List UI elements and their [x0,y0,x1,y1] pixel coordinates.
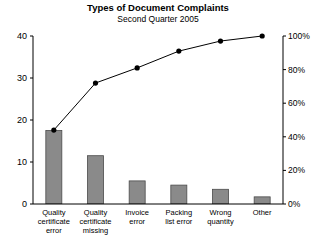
y-tick-label: 0 [22,199,27,209]
y-tick-label: 40 [17,31,27,41]
label-line: Other [253,208,272,217]
y-tick [30,120,33,121]
label-line: certificate [79,217,111,226]
label-line: Invoice [125,208,149,217]
bar [88,156,104,204]
bar [254,197,270,204]
y2-tick [283,69,286,70]
y2-tick-label: 0% [288,199,301,209]
label-line: certificate [38,217,70,226]
y2-tick [283,170,286,171]
marker [176,49,181,54]
y2-tick [283,136,286,137]
y2-tick [283,204,286,205]
y2-tick [283,103,286,104]
y2-tick-label: 20% [288,165,305,175]
y2-axis [283,36,284,204]
x-tick-label: Packinglist error [165,208,193,226]
y-tick-label: 30 [17,73,27,83]
x-tick-label: Invoiceerror [125,208,149,226]
label-line: quantity [207,217,234,226]
y2-tick [283,36,286,37]
marker [93,80,98,85]
marker [51,127,56,132]
y2-tick-label: 60% [288,98,305,108]
y-tick [30,204,33,205]
y-tick [30,36,33,37]
y2-tick-label: 40% [288,132,305,142]
x-tick-label: Qualitycertificateerror [38,208,70,235]
x-axis [33,204,283,205]
label-line: Packing [165,208,192,217]
y-tick-label: 20 [17,115,27,125]
chart: Types of Document ComplaintsSecond Quart… [0,0,317,245]
bar [129,181,145,204]
label-line: Quality [42,208,66,217]
x-tick-label: Qualitycertificatemissing [79,208,111,235]
bar [171,185,187,204]
subtitle: Second Quarter 2005 [117,14,199,24]
y-tick [30,162,33,163]
y2-tick-label: 80% [288,65,305,75]
label-line: missing [83,226,108,235]
y2-tick-label: 100% [288,31,310,41]
label-line: error [46,226,62,235]
label-line: Wrong [210,208,232,217]
marker [135,65,140,70]
marker [218,38,223,43]
x-tick-label: Wrongquantity [207,208,234,226]
bar [213,189,229,204]
label-line: Quality [84,208,108,217]
title: Types of Document Complaints [87,2,229,13]
line [54,36,262,130]
bar [46,131,62,205]
label-line: list error [165,217,193,226]
y-tick-label: 10 [17,157,27,167]
label-line: error [129,217,145,226]
plot-area [46,33,270,204]
y-tick [30,78,33,79]
x-tick-label: Other [253,208,272,217]
marker [260,33,265,38]
